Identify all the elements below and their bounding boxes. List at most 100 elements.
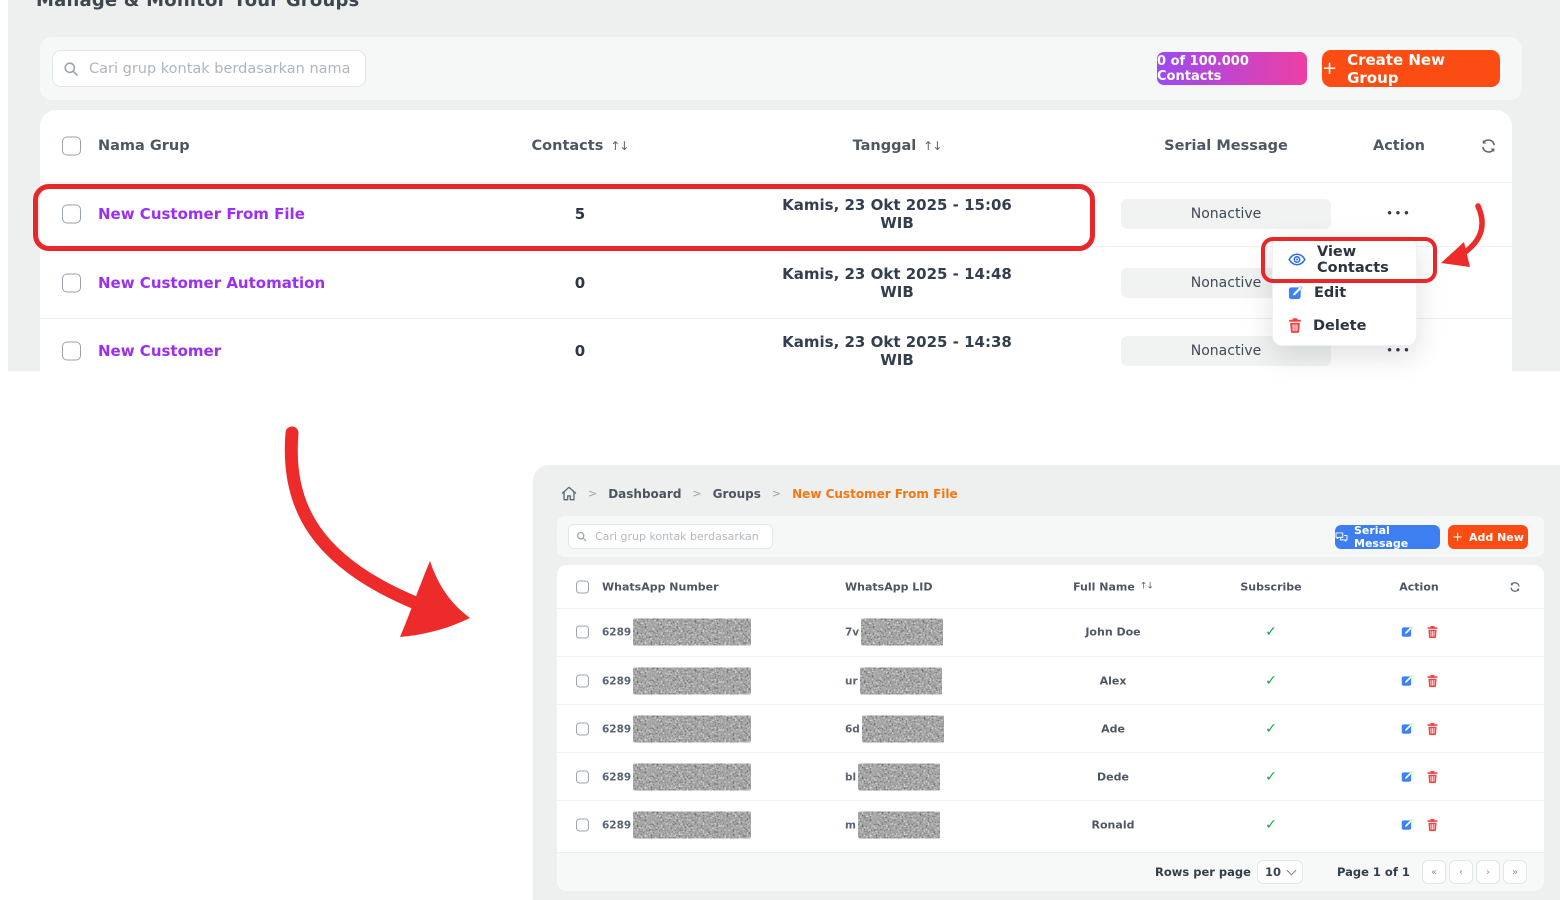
edit-icon[interactable] [1401, 771, 1413, 783]
breadcrumb: > Dashboard > Groups > New Customer From… [561, 486, 958, 501]
header-tanggal: Tanggal [852, 138, 917, 154]
contact-full-name: Alex [1099, 674, 1127, 688]
breadcrumb-dashboard[interactable]: Dashboard [608, 486, 682, 501]
contacts-page: > Dashboard > Groups > New Customer From… [533, 465, 1560, 900]
row-checkbox[interactable] [62, 341, 81, 361]
sort-icon[interactable]: ↑↓ [923, 139, 942, 153]
whatsapp-number-prefix: 6289 [602, 819, 632, 831]
row-actions-menu-button[interactable]: ••• [1386, 345, 1412, 357]
menu-item-label: View Contacts [1317, 243, 1389, 276]
whatsapp-lid-prefix: bl [845, 771, 857, 783]
header-nama-grup: Nama Grup [98, 138, 190, 154]
add-new-label: Add New [1468, 530, 1524, 544]
contact-full-name: Dede [1097, 770, 1129, 784]
edit-icon[interactable] [1401, 723, 1413, 735]
whatsapp-number-prefix: 6289 [602, 723, 632, 735]
menu-item-edit[interactable]: Edit [1273, 276, 1416, 309]
next-page-button[interactable]: › [1476, 860, 1500, 884]
group-name-link[interactable]: New Customer Automation [98, 274, 326, 292]
edit-icon[interactable] [1401, 626, 1413, 638]
last-page-button[interactable]: » [1503, 860, 1527, 884]
header-subscribe: Subscribe [1240, 580, 1302, 593]
home-icon[interactable] [561, 486, 577, 501]
group-date: Kamis, 23 Okt 2025 - 14:48 WIB [782, 265, 1012, 301]
row-checkbox[interactable] [576, 770, 589, 784]
row-checkbox[interactable] [62, 273, 81, 293]
select-all-checkbox[interactable] [576, 580, 589, 593]
trash-icon[interactable] [1426, 674, 1438, 687]
trash-icon[interactable] [1426, 818, 1438, 831]
contacts-table: WhatsApp Number WhatsApp LID Full Name ↑↓… [557, 565, 1544, 891]
serial-message-button[interactable]: Serial Message [1335, 524, 1440, 550]
trash-icon [1288, 318, 1302, 333]
header-serial-message: Serial Message [1164, 138, 1288, 154]
group-search-input[interactable] [87, 59, 355, 78]
refresh-icon[interactable] [1480, 138, 1497, 155]
eye-icon [1288, 253, 1306, 266]
edit-icon [1288, 285, 1303, 300]
create-new-group-label: Create New Group [1347, 50, 1445, 87]
big-arrow-shaft [284, 426, 425, 611]
refresh-icon[interactable] [1509, 581, 1521, 593]
annotation-highlight-row [33, 184, 1095, 251]
group-search-input-wrap[interactable] [52, 50, 366, 87]
menu-item-label: Edit [1314, 284, 1347, 301]
censored-lid [858, 763, 941, 791]
menu-item-delete[interactable]: Delete [1273, 309, 1416, 342]
previous-page-button[interactable]: ‹ [1449, 860, 1473, 884]
header-whatsapp-number: WhatsApp Number [602, 580, 719, 593]
contact-row: 6289 bl Dede ✓ [557, 752, 1544, 801]
serial-status-badge: Nonactive [1121, 336, 1331, 366]
edit-icon[interactable] [1401, 675, 1413, 687]
breadcrumb-groups[interactable]: Groups [712, 486, 761, 501]
row-actions-menu-button[interactable]: ••• [1386, 208, 1412, 220]
chevron-right-icon: > [588, 487, 598, 500]
contacts-quota-badge: 0 of 100.000 Contacts [1157, 52, 1307, 85]
trash-icon[interactable] [1426, 722, 1438, 735]
whatsapp-lid-prefix: 7v [845, 626, 860, 638]
rows-per-page-select[interactable]: 10 [1257, 860, 1303, 884]
censored-number [633, 715, 752, 743]
trash-icon[interactable] [1426, 625, 1438, 638]
group-contacts-count: 0 [574, 274, 586, 292]
serial-message-label: Serial Message [1354, 524, 1409, 550]
edit-icon[interactable] [1401, 819, 1413, 831]
contact-row: 6289 ur Alex ✓ [557, 656, 1544, 705]
chat-icon [1335, 531, 1348, 543]
menu-item-view-contacts[interactable]: View Contacts [1273, 243, 1416, 276]
group-name-link[interactable]: New Customer [98, 342, 222, 360]
row-checkbox[interactable] [576, 722, 589, 736]
contact-row: 6289 7v John Doe ✓ [557, 608, 1544, 656]
sort-icon[interactable]: ↑↓ [1139, 581, 1154, 592]
contact-full-name: John Doe [1085, 625, 1141, 639]
group-name-link[interactable]: New Customer From File [98, 205, 305, 223]
row-checkbox[interactable] [62, 204, 81, 224]
chevron-right-icon: > [771, 487, 782, 500]
select-all-checkbox[interactable] [62, 136, 81, 156]
add-new-button[interactable]: + Add New [1448, 525, 1528, 549]
row-checkbox[interactable] [576, 625, 589, 639]
contact-search-input-wrap[interactable] [568, 524, 773, 549]
censored-lid [861, 715, 944, 743]
row-checkbox[interactable] [576, 674, 589, 688]
group-row: New Customer From File 5 Kamis, 23 Okt 2… [40, 182, 1512, 246]
annotation-highlight-view-contacts [1261, 237, 1437, 283]
first-page-button[interactable]: « [1422, 860, 1446, 884]
trash-icon[interactable] [1426, 770, 1438, 783]
row-checkbox[interactable] [576, 818, 589, 832]
group-contacts-count: 5 [574, 205, 586, 223]
row-actions-dropdown: View Contacts Edit Delete [1272, 236, 1417, 346]
table-pagination: Rows per page 10 Page 1 of 1 « ‹ › » [557, 852, 1544, 891]
create-new-group-button[interactable]: + Create New Group [1322, 50, 1500, 87]
censored-number [633, 811, 752, 839]
groups-toolbar: 0 of 100.000 Contacts + Create New Group [40, 37, 1522, 100]
plus-icon: + [1322, 58, 1338, 79]
whatsapp-number-prefix: 6289 [602, 626, 632, 638]
censored-number [633, 618, 752, 646]
header-action: Action [1372, 138, 1425, 154]
big-arrow-head [400, 561, 470, 637]
sort-icon[interactable]: ↑↓ [610, 139, 629, 153]
contact-search-input[interactable] [593, 529, 765, 544]
page-title: Manage & Monitor Your Groups [36, 0, 360, 11]
subscribe-check-icon: ✓ [1265, 817, 1277, 833]
